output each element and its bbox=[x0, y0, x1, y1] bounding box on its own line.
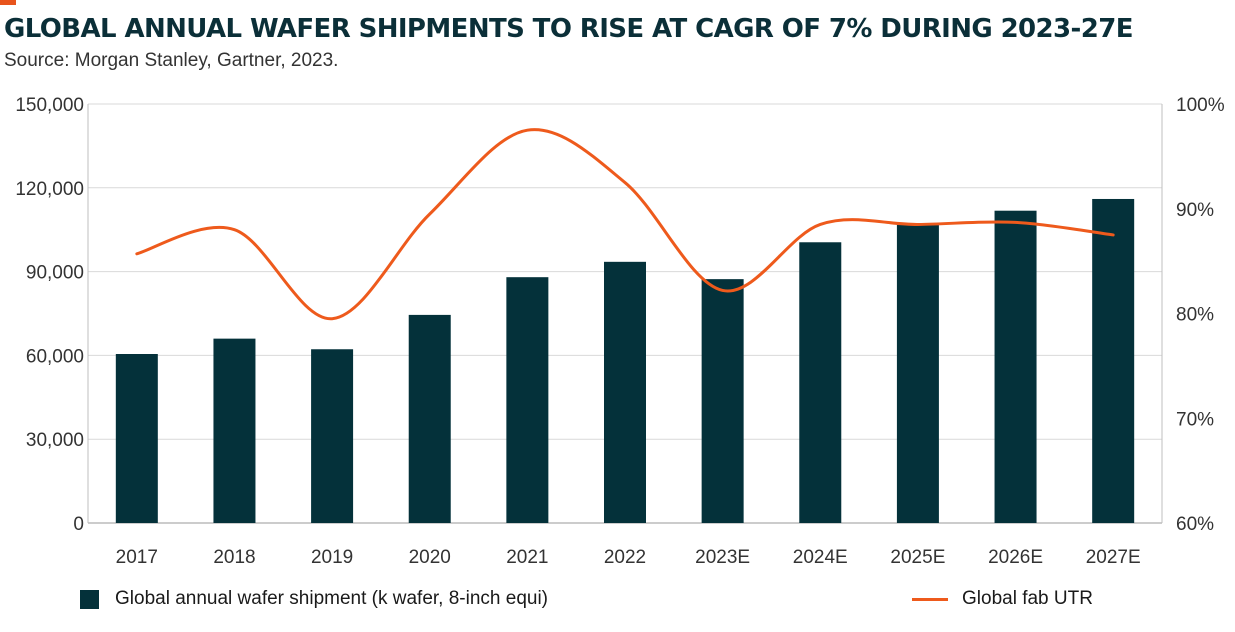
x-tick-label: 2024E bbox=[793, 547, 848, 568]
y-left-tick-label: 150,000 bbox=[15, 95, 84, 116]
bar bbox=[115, 354, 158, 523]
bar bbox=[1092, 198, 1135, 523]
accent-mark bbox=[0, 0, 16, 5]
legend-label-shipments: Global annual wafer shipment (k wafer, 8… bbox=[115, 588, 549, 609]
bar bbox=[604, 261, 646, 523]
bar bbox=[506, 277, 549, 523]
bar-series bbox=[115, 198, 1135, 524]
legend-swatch-line bbox=[912, 597, 948, 601]
x-tick-label: 2019 bbox=[311, 547, 353, 568]
bar bbox=[311, 349, 354, 523]
x-tick-label: 2017 bbox=[116, 547, 158, 568]
x-tick-label: 2025E bbox=[890, 547, 945, 568]
x-tick-label: 2027E bbox=[1086, 547, 1141, 568]
y-right-tick-label: 100% bbox=[1176, 95, 1225, 116]
x-tick-label: 2018 bbox=[213, 547, 255, 568]
y-right-tick-label: 60% bbox=[1176, 514, 1214, 535]
y-left-tick-label: 120,000 bbox=[15, 179, 84, 200]
utr-line bbox=[135, 128, 1115, 321]
legend-item-utr: Global fab UTR bbox=[912, 588, 1093, 610]
x-tick-label: 2020 bbox=[409, 547, 451, 568]
axes: 0 30,000 60,000 90,000 120,000 150,000 60% 70% 8… bbox=[15, 95, 1224, 568]
bar bbox=[701, 279, 744, 523]
bar bbox=[213, 338, 256, 523]
y-left-tick-label: 90,000 bbox=[26, 263, 84, 284]
line-series bbox=[135, 128, 1115, 321]
bar bbox=[799, 242, 842, 523]
bar bbox=[408, 314, 451, 523]
y-right-tick-label: 90% bbox=[1176, 200, 1214, 221]
legend-label-utr: Global fab UTR bbox=[962, 588, 1093, 609]
x-tick-label: 2026E bbox=[988, 547, 1043, 568]
chart-title: GLOBAL ANNUAL WAFER SHIPMENTS TO RISE AT… bbox=[4, 14, 1133, 44]
y-left-tick-label: 0 bbox=[73, 514, 84, 535]
x-tick-label: 2023E bbox=[695, 547, 750, 568]
y-left-tick-label: 30,000 bbox=[26, 430, 84, 451]
bar bbox=[896, 223, 939, 523]
legend-swatch-bar bbox=[80, 589, 99, 609]
y-right-tick-label: 70% bbox=[1176, 409, 1214, 430]
y-left-tick-label: 60,000 bbox=[26, 346, 84, 367]
x-tick-label: 2021 bbox=[506, 547, 548, 568]
x-tick-label: 2022 bbox=[604, 547, 646, 568]
legend-item-shipments: Global annual wafer shipment (k wafer, 8… bbox=[80, 588, 548, 610]
bar bbox=[994, 210, 1037, 524]
y-right-tick-label: 80% bbox=[1176, 305, 1214, 326]
chart-source: Source: Morgan Stanley, Gartner, 2023. bbox=[4, 50, 339, 71]
